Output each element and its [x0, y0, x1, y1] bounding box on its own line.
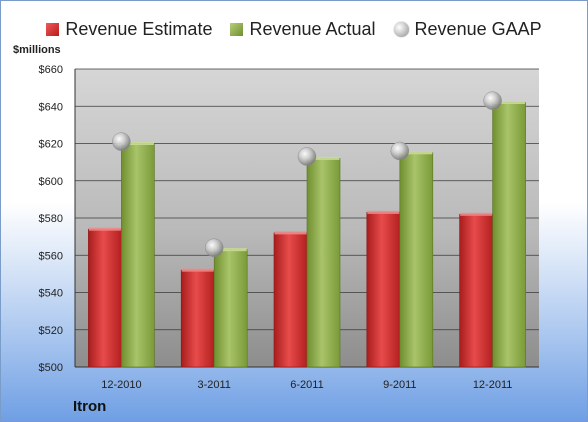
bar-actual-top	[400, 151, 433, 155]
y-tick-label: $600	[39, 176, 63, 188]
bar-actual-top	[121, 142, 154, 145]
y-tick-label: $500	[39, 362, 63, 374]
company-name: Itron	[73, 398, 107, 415]
bar-actual	[121, 143, 155, 368]
y-tick-label: $660	[39, 64, 63, 76]
legend-label-gaap: Revenue GAAP	[414, 18, 542, 39]
bar-actual	[399, 152, 434, 368]
bar-estimate	[273, 232, 308, 368]
bar-estimate	[459, 213, 493, 368]
bar-estimate	[366, 212, 401, 368]
gaap-marker	[390, 141, 410, 161]
y-axis-unit-label: $millions	[13, 44, 61, 56]
bar-actual	[213, 249, 248, 368]
y-tick-label: $640	[39, 101, 63, 113]
bar-estimate-top	[367, 210, 400, 214]
y-tick-label: $620	[39, 139, 63, 151]
bar-estimate-top	[88, 227, 121, 231]
legend-item-gaap: Revenue GAAP	[393, 18, 542, 40]
y-tick-label: $520	[39, 325, 63, 337]
y-tick-label: $540	[39, 288, 63, 300]
bar-actual-top	[307, 156, 340, 160]
bar-actual-top	[493, 101, 526, 105]
x-tick-label: 3-2011	[197, 379, 230, 391]
gaap-marker	[112, 132, 131, 151]
x-tick-label: 12-2011	[473, 379, 513, 391]
bar-estimate	[88, 228, 122, 368]
legend-item-estimate: Revenue Estimate	[46, 19, 212, 40]
bar-estimate	[180, 269, 215, 368]
legend-item-actual: Revenue Actual	[230, 18, 376, 40]
bar-estimate-top	[460, 212, 493, 216]
y-tick-label: $560	[39, 250, 63, 262]
bar-actual	[306, 158, 341, 368]
gaap-marker	[204, 238, 224, 258]
legend-swatch-gaap	[393, 21, 409, 37]
gaap-marker	[483, 91, 502, 110]
x-tick-label: 12-2010	[101, 379, 141, 391]
chart-legend: Revenue Estimate Revenue Actual Revenue …	[1, 14, 587, 44]
bar-estimate-top	[181, 268, 214, 272]
gaap-marker	[297, 147, 317, 166]
legend-label-estimate: Revenue Estimate	[65, 18, 213, 39]
legend-label-actual: Revenue Actual	[249, 18, 376, 39]
legend-swatch-actual	[230, 22, 244, 36]
x-tick-label: 6-2011	[290, 379, 323, 391]
bar-actual-top	[214, 248, 247, 252]
bar-estimate-top	[274, 231, 307, 235]
legend-swatch-estimate	[46, 22, 60, 36]
x-tick-label: 9-2011	[383, 379, 416, 391]
bar-actual	[492, 102, 526, 368]
y-tick-label: $580	[39, 213, 63, 225]
